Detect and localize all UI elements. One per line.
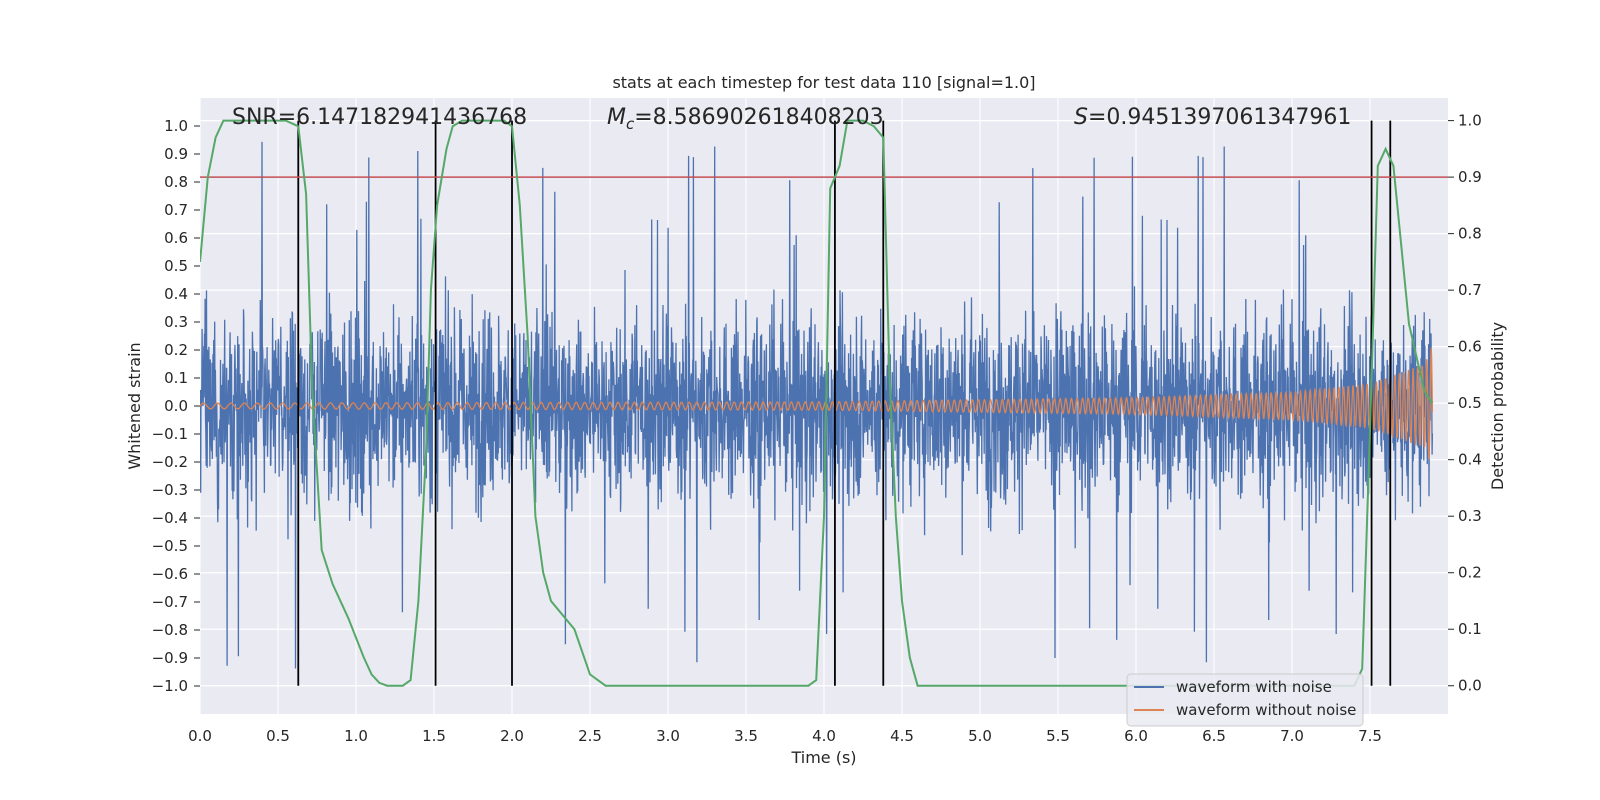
x-tick-label: 0.0: [188, 727, 212, 745]
x-tick-label: 7.5: [1358, 727, 1382, 745]
y-tick-label: −0.1: [152, 425, 188, 443]
x-tick-label: 2.5: [578, 727, 602, 745]
x-tick-label: 6.5: [1202, 727, 1226, 745]
x-tick-label: 5.0: [968, 727, 992, 745]
y2-tick-label: 0.0: [1458, 677, 1482, 695]
x-axis-label: Time (s): [790, 748, 856, 767]
y-axis-label: Whitened strain: [125, 342, 144, 469]
y-tick-label: −0.3: [152, 481, 188, 499]
chirp-mass-subscript: c: [626, 115, 635, 133]
y-tick-label: −0.9: [152, 649, 188, 667]
score-annotation: S=0.9451397061347961: [1074, 105, 1351, 130]
x-tick-label: 4.0: [812, 727, 836, 745]
score-value: =0.9451397061347961: [1088, 105, 1351, 130]
chart-title: stats at each timestep for test data 110…: [612, 73, 1035, 92]
x-tick-label: 1.0: [344, 727, 368, 745]
legend-box: [1126, 673, 1364, 727]
x-tick-label: 3.0: [656, 727, 680, 745]
y-tick-label: −0.7: [152, 593, 188, 611]
y2-tick-label: 0.1: [1458, 620, 1482, 638]
y2-tick-label: 1.0: [1458, 112, 1482, 130]
x-tick-label: 7.0: [1280, 727, 1304, 745]
x-tick-label: 1.5: [422, 727, 446, 745]
y-tick-label: −0.2: [152, 453, 188, 471]
x-tick-label: 3.5: [734, 727, 758, 745]
y-tick-label: 0.4: [164, 285, 188, 303]
y2-tick-label: 0.6: [1458, 338, 1482, 356]
chirp-mass-value: =8.586902618408203: [634, 105, 883, 130]
x-tick-label: 0.5: [266, 727, 290, 745]
y-tick-label: 0.8: [164, 173, 188, 191]
y-tick-label: 0.5: [164, 257, 188, 275]
y-tick-label: 0.6: [164, 229, 188, 247]
y-tick-label: −0.8: [152, 621, 188, 639]
y-tick-label: −0.5: [152, 537, 188, 555]
y-tick-label: 0.0: [164, 397, 188, 415]
chirp-mass-annotation: Mc=8.586902618408203: [607, 105, 884, 133]
y2-tick-label: 0.3: [1458, 507, 1482, 525]
clean-waveform-line: [200, 347, 1434, 459]
y-tick-label: 0.1: [164, 369, 188, 387]
y-tick-label: −0.6: [152, 565, 188, 583]
y2-tick-label: 0.4: [1458, 451, 1482, 469]
y2-tick-label: 0.5: [1458, 394, 1482, 412]
score-symbol: S: [1074, 105, 1088, 130]
y2-axis-label: Detection probability: [1488, 322, 1507, 490]
legend-clean-label: waveform without noise: [1176, 701, 1356, 719]
legend: waveform with noise waveform without noi…: [1126, 673, 1364, 727]
y-tick-label: −1.0: [152, 677, 188, 695]
chirp-mass-symbol: M: [607, 105, 626, 130]
y2-tick-label: 0.7: [1458, 281, 1482, 299]
y-tick-label: −0.4: [152, 509, 188, 527]
noisy-waveform-line: [200, 141, 1434, 669]
x-tick-label: 2.0: [500, 727, 524, 745]
y-tick-label: 0.2: [164, 341, 188, 359]
y2-tick-label: 0.2: [1458, 564, 1482, 582]
legend-noise-label: waveform with noise: [1176, 678, 1332, 696]
x-tick-label: 5.5: [1046, 727, 1070, 745]
y-tick-label: 0.9: [164, 145, 188, 163]
x-tick-label: 6.0: [1124, 727, 1148, 745]
x-tick-label: 4.5: [890, 727, 914, 745]
snr-annotation: SNR=6.147182941436768: [232, 105, 527, 130]
y-tick-label: 1.0: [164, 117, 188, 135]
y2-tick-label: 0.9: [1458, 168, 1482, 186]
y-tick-label: 0.3: [164, 313, 188, 331]
y-tick-label: 0.7: [164, 201, 188, 219]
y2-tick-label: 0.8: [1458, 225, 1482, 243]
